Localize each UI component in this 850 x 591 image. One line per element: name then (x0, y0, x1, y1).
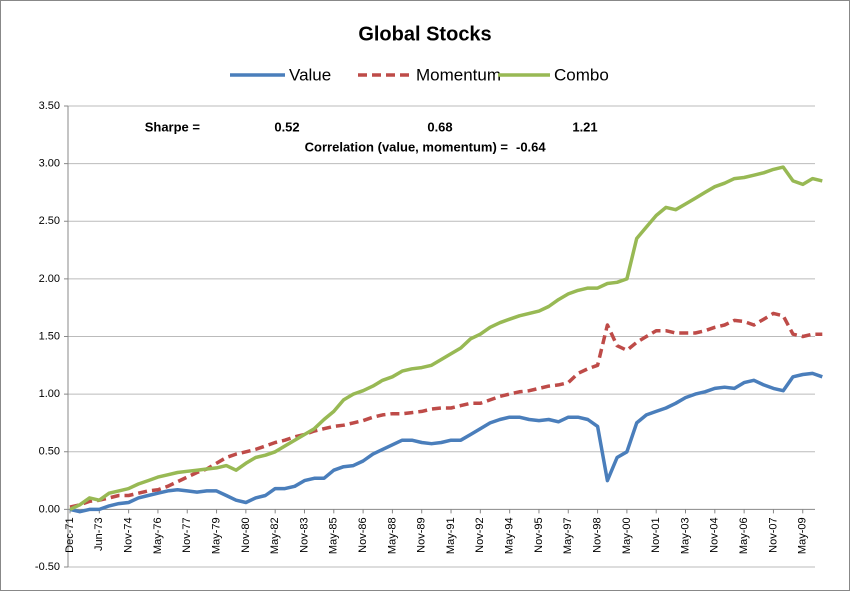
series-line (69, 311, 823, 509)
sharpe-label: Sharpe = (145, 119, 201, 134)
legend-label: Momentum (416, 65, 501, 84)
series-line (69, 371, 823, 514)
x-tick-label: Nov-07 (767, 517, 779, 552)
x-tick-label: May-00 (621, 517, 633, 554)
x-tick-label: Jun-73 (93, 517, 105, 551)
x-tick-label: May-97 (562, 517, 574, 554)
y-tick-label: -0.50 (35, 561, 60, 573)
y-tick-label: 3.50 (39, 100, 60, 112)
x-tick-label: Nov-01 (650, 517, 662, 552)
sharpe-value: 1.21 (572, 119, 597, 134)
series-line (69, 165, 823, 511)
x-tick-label: Nov-98 (591, 517, 603, 552)
chart-title: Global Stocks (358, 23, 491, 45)
legend-label: Value (289, 65, 331, 84)
x-tick-label: May-76 (152, 517, 164, 554)
x-tick-label: Nov-74 (123, 517, 135, 552)
x-tick-label: May-79 (210, 517, 222, 554)
y-tick-label: 0.50 (39, 446, 60, 458)
x-tick-label: Nov-95 (533, 517, 545, 552)
correlation-label: Correlation (value, momentum) = (305, 139, 509, 154)
correlation-value: -0.64 (516, 139, 546, 154)
y-tick-label: 1.00 (39, 388, 60, 400)
x-tick-label: May-09 (797, 517, 809, 554)
y-tick-label: 0.00 (39, 503, 60, 515)
x-tick-label: Nov-92 (474, 517, 486, 552)
y-tick-label: 1.50 (39, 330, 60, 342)
x-tick-label: May-06 (738, 517, 750, 554)
sharpe-value: 0.68 (427, 119, 452, 134)
y-tick-label: 2.00 (39, 273, 60, 285)
x-tick-label: May-94 (504, 517, 516, 554)
x-tick-label: May-82 (269, 517, 281, 554)
x-tick-label: Nov-80 (240, 517, 252, 552)
x-tick-label: Nov-89 (416, 517, 428, 552)
x-tick-label: Nov-86 (357, 517, 369, 552)
y-tick-label: 2.50 (39, 215, 60, 227)
x-tick-label: Dec-71 (64, 517, 76, 552)
x-tick-label: May-85 (328, 517, 340, 554)
sharpe-value: 0.52 (274, 119, 299, 134)
legend-label: Combo (554, 65, 609, 84)
x-tick-label: Nov-83 (298, 517, 310, 552)
x-tick-label: Nov-77 (181, 517, 193, 552)
x-tick-label: May-88 (386, 517, 398, 554)
x-tick-label: May-03 (679, 517, 691, 554)
y-tick-label: 3.00 (39, 158, 60, 170)
x-tick-label: Nov-04 (709, 517, 721, 552)
x-tick-label: May-91 (445, 517, 457, 554)
